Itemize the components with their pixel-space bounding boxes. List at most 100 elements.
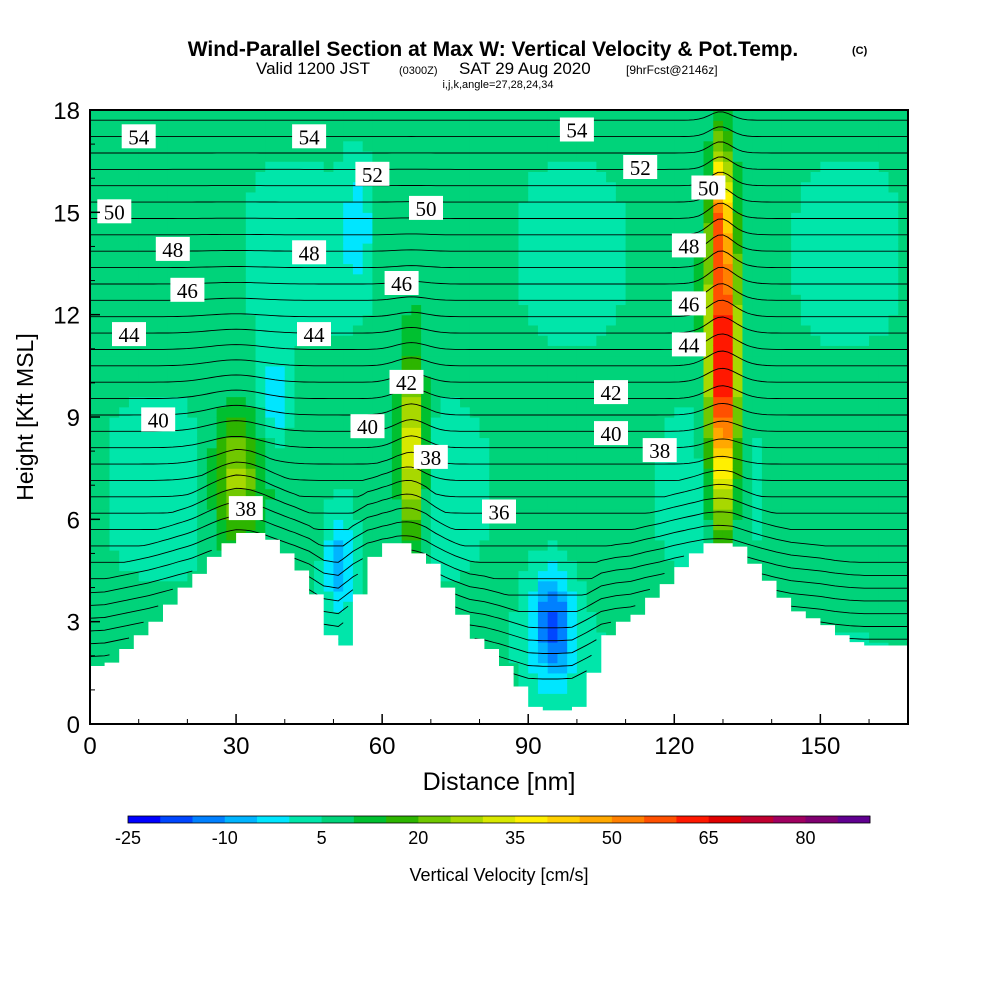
field-cell <box>411 150 422 162</box>
field-cell <box>820 273 831 285</box>
field-cell <box>615 212 627 224</box>
field-cell <box>878 457 890 469</box>
field-cell <box>421 243 432 254</box>
field-cell <box>508 478 520 490</box>
field-cell <box>849 232 860 244</box>
field-cell <box>109 396 120 408</box>
field-cell <box>703 468 714 479</box>
field-cell <box>128 406 140 418</box>
field-cell <box>333 437 344 449</box>
field-cell <box>401 406 412 418</box>
field-cell <box>372 150 383 162</box>
field-cell <box>90 437 101 449</box>
field-cell <box>752 529 763 541</box>
field-cell <box>469 386 481 398</box>
field-cell <box>275 171 286 183</box>
field-cell <box>99 335 111 346</box>
field-cell <box>421 161 432 172</box>
field-cell <box>460 150 471 162</box>
field-cell <box>187 427 198 439</box>
field-cell <box>742 529 753 541</box>
field-cell <box>333 519 344 531</box>
field-cell <box>606 580 617 592</box>
field-cell <box>537 335 549 346</box>
field-cell <box>800 376 812 387</box>
field-cell <box>596 621 607 633</box>
field-cell <box>722 406 734 418</box>
field-cell <box>781 232 792 244</box>
field-cell <box>255 478 266 490</box>
field-cell <box>839 498 851 510</box>
field-cell <box>742 324 753 336</box>
field-cell <box>128 396 140 408</box>
field-cell <box>245 273 257 285</box>
field-cell <box>499 355 510 367</box>
field-cell <box>489 590 500 602</box>
field-cell <box>508 550 520 561</box>
field-cell <box>109 406 120 418</box>
field-cell <box>99 150 111 162</box>
field-cell <box>479 171 490 183</box>
field-cell <box>489 427 500 439</box>
field-cell <box>771 202 783 213</box>
field-cell <box>313 232 325 244</box>
field-cell <box>635 519 646 531</box>
field-cell <box>615 222 627 234</box>
field-cell <box>518 662 529 674</box>
field-cell <box>859 570 870 582</box>
field-cell <box>119 396 130 408</box>
field-cell <box>167 386 179 398</box>
field-cell <box>849 590 860 602</box>
field-cell <box>333 447 344 459</box>
field-cell <box>839 519 851 531</box>
field-cell <box>576 693 588 705</box>
field-cell <box>90 232 101 244</box>
field-cell <box>469 631 481 643</box>
field-cell <box>469 171 481 183</box>
field-cell <box>343 447 354 459</box>
field-cell <box>177 140 188 152</box>
field-cell <box>800 529 812 541</box>
field-cell <box>450 140 461 152</box>
field-cell <box>304 376 315 387</box>
field-cell <box>187 212 198 224</box>
field-cell <box>489 355 500 367</box>
field-cell <box>177 519 188 531</box>
field-cell <box>333 324 344 336</box>
field-cell <box>90 376 101 387</box>
field-cell <box>479 324 490 336</box>
field-cell <box>888 150 899 162</box>
field-cell <box>654 406 666 418</box>
field-cell <box>547 447 559 459</box>
field-cell <box>469 304 481 316</box>
field-cell <box>236 417 247 428</box>
field-cell <box>255 355 266 367</box>
field-cell <box>771 488 783 500</box>
field-cell <box>323 294 335 306</box>
field-cell <box>771 232 783 244</box>
field-cell <box>469 191 481 203</box>
field-cell <box>859 529 870 541</box>
field-cell <box>869 406 880 418</box>
field-cell <box>537 621 549 633</box>
field-cell <box>830 222 841 234</box>
field-cell <box>362 539 374 551</box>
field-cell <box>352 222 364 234</box>
field-cell <box>859 417 870 428</box>
field-cell <box>119 161 130 172</box>
field-cell <box>849 181 860 193</box>
field-cell <box>158 273 169 285</box>
field-cell <box>693 457 705 469</box>
field-cell <box>304 110 315 121</box>
field-cell <box>830 570 841 582</box>
field-cell <box>528 150 539 162</box>
field-cell <box>304 294 315 306</box>
field-cell <box>99 396 111 408</box>
field-cell <box>674 150 685 162</box>
field-cell <box>645 140 656 152</box>
field-cell <box>878 202 890 213</box>
field-cell <box>138 427 150 439</box>
field-cell <box>742 212 753 224</box>
field-cell <box>654 386 666 398</box>
field-cell <box>128 355 140 367</box>
